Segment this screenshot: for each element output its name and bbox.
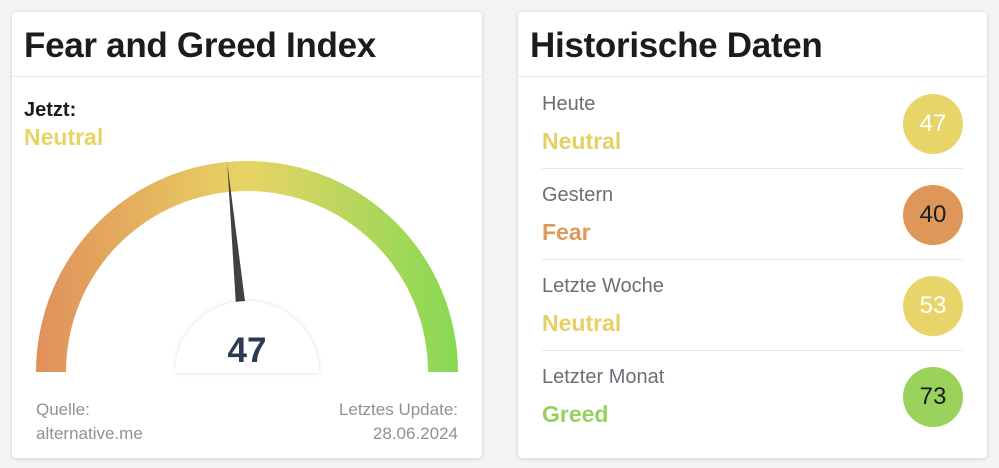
gauge-value: 47 [228, 331, 267, 370]
history-status: Fear [542, 219, 591, 245]
history-row-yesterday: Gestern Fear 40 [542, 169, 963, 260]
history-status: Neutral [542, 128, 622, 154]
historical-data-card: Historische Daten Heute Neutral 47 Geste… [518, 12, 987, 458]
source-value: alternative.me [36, 424, 143, 443]
history-label: Heute [542, 93, 596, 115]
fear-greed-card: Fear and Greed Index Jetzt: Neutral 47 Q… [12, 12, 482, 458]
historical-header: Historische Daten [518, 12, 987, 77]
fear-greed-header: Fear and Greed Index [12, 12, 482, 77]
history-value-badge: 47 [903, 94, 963, 154]
gauge-hub [175, 301, 319, 373]
history-row-last-week: Letzte Woche Neutral 53 [542, 260, 963, 351]
gauge-needle [227, 162, 247, 313]
history-value-badge: 73 [903, 367, 963, 427]
update-info: Letztes Update: 28.06.2024 [339, 398, 458, 446]
history-value-badge: 40 [903, 185, 963, 245]
history-status: Greed [542, 401, 609, 427]
now-value: Neutral [24, 124, 104, 150]
history-label: Gestern [542, 184, 614, 206]
historical-title: Historische Daten [530, 26, 823, 65]
historical-list: Heute Neutral 47 Gestern Fear 40 Letzte … [542, 78, 963, 442]
update-value: 28.06.2024 [372, 424, 458, 443]
fear-greed-gauge: 47 [36, 161, 458, 373]
history-label: Letzter Monat [542, 366, 665, 388]
history-status: Neutral [542, 310, 622, 336]
now-label: Jetzt: [24, 99, 77, 121]
source-info: Quelle: alternative.me [36, 398, 143, 446]
source-label: Quelle: [36, 400, 90, 419]
history-label: Letzte Woche [542, 275, 664, 297]
history-row-last-month: Letzter Monat Greed 73 [542, 351, 963, 442]
history-row-today: Heute Neutral 47 [542, 78, 963, 169]
fear-greed-title: Fear and Greed Index [24, 26, 376, 65]
update-label: Letztes Update: [338, 400, 458, 419]
gauge-arc [36, 161, 458, 372]
history-value-badge: 53 [903, 276, 963, 336]
